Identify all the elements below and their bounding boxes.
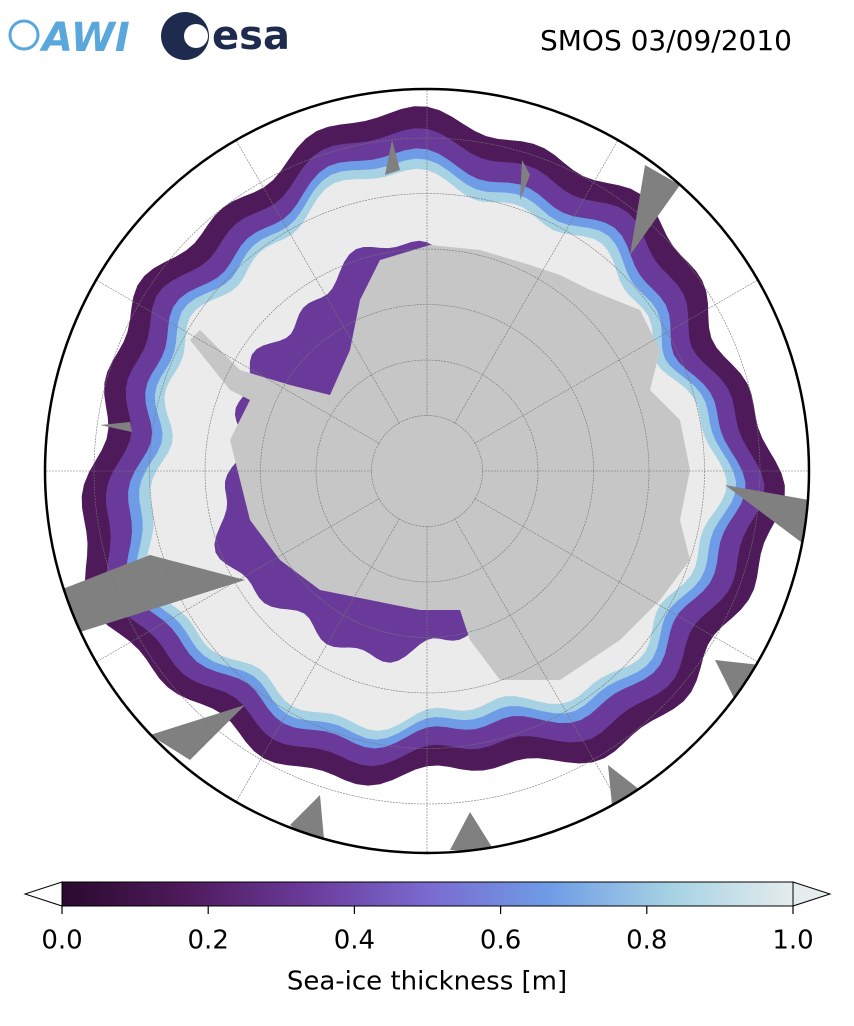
colorbar-label: Sea-ice thickness [m]	[287, 967, 567, 997]
colorbar-ramp	[61, 881, 794, 907]
colorbar-tick-label: 0.6	[480, 926, 521, 956]
meridian	[474, 270, 774, 444]
logo-awi-text: AWI	[39, 15, 130, 61]
meridian	[80, 270, 380, 444]
logo-esa-text: esa	[212, 13, 290, 59]
map	[45, 89, 809, 853]
meridian	[454, 518, 628, 818]
meridian	[80, 498, 380, 672]
no-data-wedges	[60, 140, 809, 852]
logo-esa: esa	[161, 12, 290, 60]
logo-awi: AWI	[8, 15, 130, 61]
meridian	[226, 518, 400, 818]
map-frame	[43, 87, 811, 855]
map-title: SMOS 03/09/2010	[540, 24, 792, 57]
colorbar-tick-label: 0.8	[626, 926, 667, 956]
colorbar-tick-label: 0.0	[41, 926, 82, 956]
colorbar-under	[23, 881, 63, 907]
antarctica	[190, 245, 690, 680]
meridian	[226, 124, 400, 424]
colorbar-tick-label: 0.2	[188, 926, 229, 956]
meridian	[454, 124, 628, 424]
colorbar-tick-label: 0.4	[334, 926, 375, 956]
colorbar-over	[792, 881, 832, 907]
colorbar: 0.0 0.2 0.4 0.6 0.8 1.0	[23, 881, 832, 956]
meridian	[474, 498, 774, 672]
colorbar-tick-label: 1.0	[772, 926, 813, 956]
graticule	[45, 89, 809, 853]
